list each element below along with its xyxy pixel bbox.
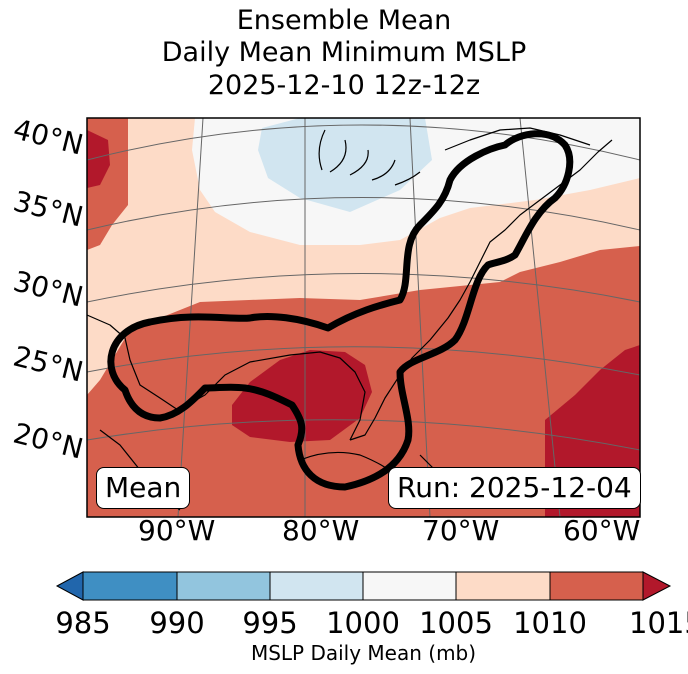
field-995-1000 — [258, 118, 432, 212]
colorbar-extend-high — [642, 571, 672, 601]
lon-label-80w: 80°W — [282, 514, 360, 547]
field-above-1015-nw — [87, 130, 110, 188]
field-above-1015-gulf — [232, 350, 372, 442]
colorbar-bin-1005-1010 — [455, 571, 551, 601]
map-frame — [86, 117, 641, 518]
colorbar-bin-985-990 — [82, 571, 178, 601]
colorbar-tick-1015: 1015 — [629, 606, 688, 640]
title-line-2: Daily Mean Minimum MSLP — [161, 37, 527, 68]
colorbar-tick-985: 985 — [55, 606, 111, 640]
outline-contour — [107, 130, 574, 491]
colorbar-tick-1010: 1010 — [513, 606, 587, 640]
lon-label-90w: 90°W — [138, 514, 216, 547]
mean-badge: Mean — [96, 467, 191, 509]
graticule — [87, 118, 640, 517]
colorbar-extend-low — [55, 571, 84, 601]
colorbar-tick-1005: 1005 — [419, 606, 493, 640]
colorbar-label: MSLP Daily Mean (mb) — [250, 641, 477, 665]
lon-label-70w: 70°W — [422, 514, 500, 547]
colorbar-tick-1000: 1000 — [326, 606, 400, 640]
run-date-badge: Run: 2025-12-04 — [388, 467, 641, 509]
lon-label-60w: 60°W — [563, 514, 641, 547]
colorbar-bin-990-995 — [176, 571, 271, 601]
colorbar-bin-1000-1005 — [362, 571, 457, 601]
colorbar-tick-995: 995 — [242, 606, 298, 640]
title-line-1: Ensemble Mean — [236, 5, 452, 36]
colorbar-tick-990: 990 — [149, 606, 205, 640]
colorbar — [55, 571, 672, 601]
title-line-3: 2025-12-10 12z-12z — [207, 70, 481, 101]
colorbar-bin-1010-1015 — [549, 571, 644, 601]
colorbar-bin-995-1000 — [269, 571, 364, 601]
map-plot — [87, 118, 640, 517]
